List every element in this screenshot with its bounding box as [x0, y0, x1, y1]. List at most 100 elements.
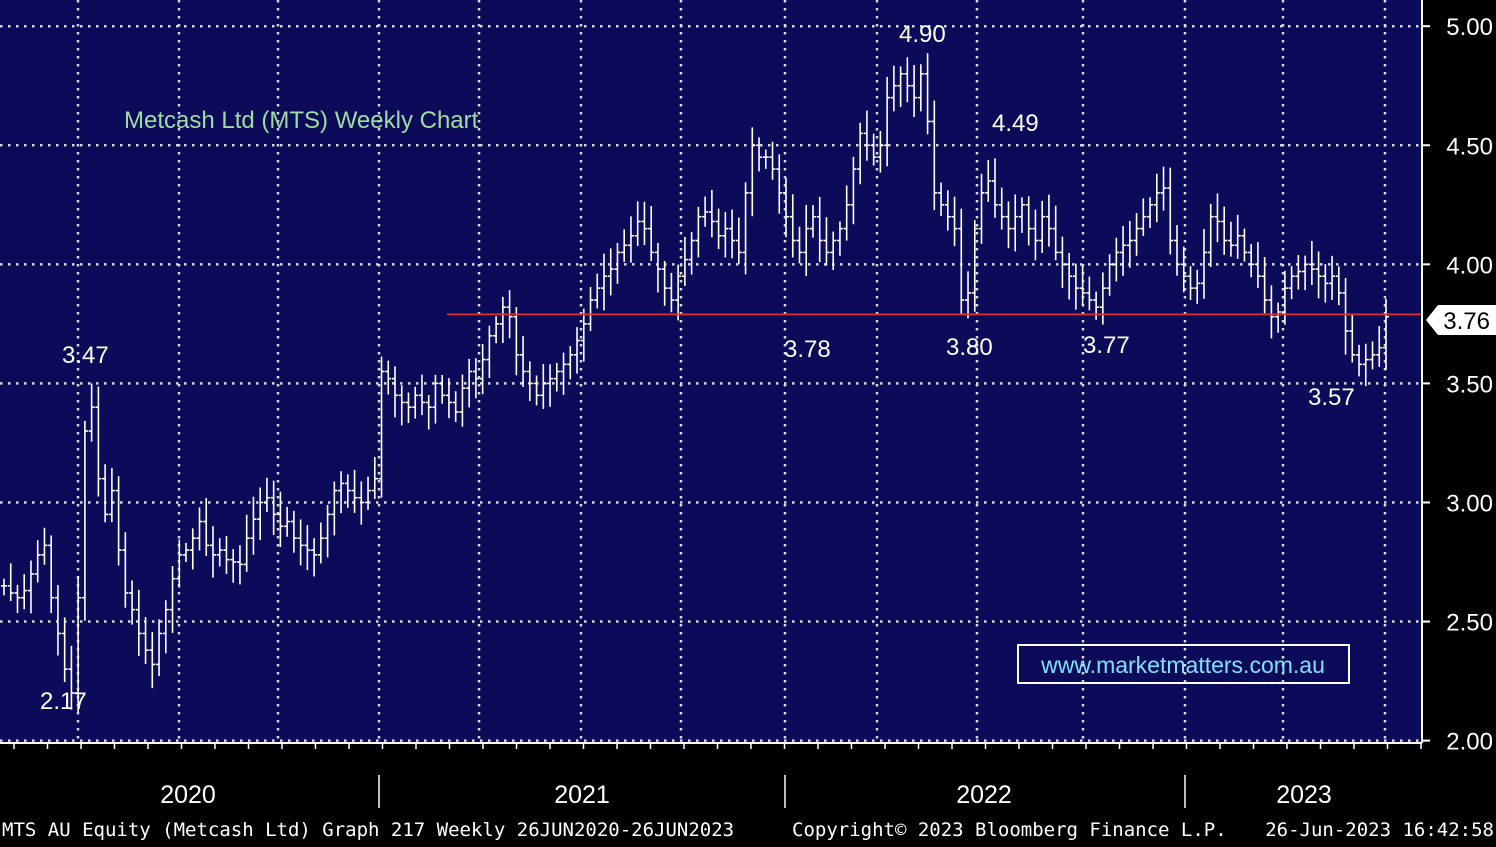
ohlc-bar — [1200, 229, 1207, 299]
ohlc-bar — [1039, 200, 1046, 254]
ohlc-bar — [358, 481, 365, 525]
ohlc-bar — [1315, 251, 1322, 299]
ohlc-bar — [236, 545, 243, 585]
ohlc-bar — [1126, 220, 1133, 268]
ohlc-bar — [122, 532, 129, 608]
ohlc-bar — [54, 585, 61, 656]
watermark-border — [1017, 644, 1350, 684]
ohlc-bar — [695, 206, 702, 258]
ohlc-bar — [938, 182, 945, 216]
ohlc-bar — [486, 325, 493, 378]
ohlc-bar — [344, 474, 351, 508]
year-label-2021: 2021 — [554, 781, 610, 809]
ohlc-bar — [533, 375, 540, 406]
ohlc-bar — [708, 189, 715, 238]
ohlc-bar — [351, 469, 358, 513]
year-label-2023: 2023 — [1276, 781, 1332, 809]
ohlc-bar — [756, 137, 763, 172]
ohlc-bar — [627, 216, 634, 263]
ohlc-bar — [183, 542, 190, 563]
footer-timestamp: 26-Jun-2023 16:42:58 — [1265, 819, 1494, 841]
ohlc-bar — [749, 127, 756, 217]
ohlc-bar — [1086, 276, 1093, 311]
ohlc-bar — [809, 205, 816, 238]
ohlc-bar — [257, 487, 264, 540]
y-tick-label: 4.00 — [1446, 252, 1493, 279]
last-price-marker: 3.76 — [1426, 305, 1496, 335]
ohlc-bar — [1322, 264, 1329, 303]
ohlc-bar — [1254, 242, 1261, 288]
gridlines — [0, 0, 1422, 743]
ohlc-bar — [830, 231, 837, 271]
last-price-tag — [1426, 305, 1496, 335]
ohlc-bar — [1180, 246, 1187, 293]
ohlc-bar — [95, 386, 102, 497]
ohlc-bar — [81, 420, 88, 621]
ohlc-bar — [661, 261, 668, 306]
ohlc-bar — [392, 366, 399, 418]
ohlc-bar — [985, 159, 992, 202]
ohlc-bar — [675, 264, 682, 321]
ohlc-bar — [735, 217, 742, 265]
ohlc-bar — [857, 122, 864, 185]
ohlc-bar — [944, 190, 951, 231]
ohlc-bar — [88, 383, 95, 442]
ohlc-bar — [1281, 270, 1288, 325]
ohlc-bar — [702, 196, 709, 227]
ohlc-bar — [452, 391, 459, 423]
ohlc-bar — [1227, 221, 1234, 257]
ohlc-bar — [1045, 194, 1052, 247]
ohlc-bar — [1167, 167, 1174, 255]
ohlc-bar — [904, 57, 911, 103]
ohlc-bar — [803, 204, 810, 277]
ohlc-bar — [493, 316, 500, 344]
ohlc-bar — [863, 110, 870, 161]
ohlc-bar — [1302, 255, 1309, 291]
ohlc-bar — [1248, 243, 1255, 278]
ohlc-bar — [796, 226, 803, 264]
ohlc-bar — [998, 187, 1005, 230]
ohlc-bar — [917, 64, 924, 112]
ohlc-bar — [1, 578, 7, 596]
ohlc-bar — [156, 619, 163, 677]
ohlc-bar — [405, 392, 412, 424]
ohlc-bar — [991, 158, 998, 218]
annotation-support-1: 3.78 — [784, 336, 831, 363]
y-tick-label: 3.50 — [1446, 371, 1493, 398]
ohlc-bar — [668, 272, 675, 313]
ohlc-bar — [412, 386, 419, 419]
ohlc-bar — [1268, 285, 1275, 339]
ohlc-bar — [176, 539, 183, 588]
price-bars — [1, 53, 1389, 713]
ohlc-bar — [1120, 226, 1127, 276]
ohlc-bar — [14, 584, 21, 614]
ohlc-bar — [877, 130, 884, 173]
ohlc-bar — [742, 182, 749, 275]
ohlc-bar — [311, 538, 318, 577]
annotation-2023-low: 3.57 — [1308, 384, 1355, 411]
ohlc-bar — [1349, 314, 1356, 363]
ohlc-bar — [526, 361, 533, 402]
ohlc-bar — [149, 631, 156, 689]
ohlc-bar — [978, 173, 985, 244]
ohlc-bar — [142, 617, 149, 664]
ohlc-bar — [587, 286, 594, 332]
ohlc-bar — [762, 149, 769, 169]
ohlc-bar — [445, 378, 452, 419]
ohlc-bar — [277, 491, 284, 548]
ohlc-bar — [459, 374, 466, 427]
ohlc-bar — [1261, 257, 1268, 314]
ohlc-bar — [439, 374, 446, 404]
ohlc-bar — [378, 356, 385, 498]
ohlc-bar — [216, 538, 223, 567]
ohlc-bar — [75, 576, 82, 713]
ohlc-bar — [21, 574, 28, 610]
ohlc-bar — [1099, 272, 1106, 325]
ohlc-bar — [648, 206, 655, 262]
ohlc-bar — [1369, 341, 1376, 370]
watermark-box: www.marketmatters.com.au — [1017, 644, 1350, 684]
ohlc-bar — [1329, 255, 1336, 300]
year-label-2020: 2020 — [160, 781, 216, 809]
ohlc-bar — [688, 232, 695, 275]
